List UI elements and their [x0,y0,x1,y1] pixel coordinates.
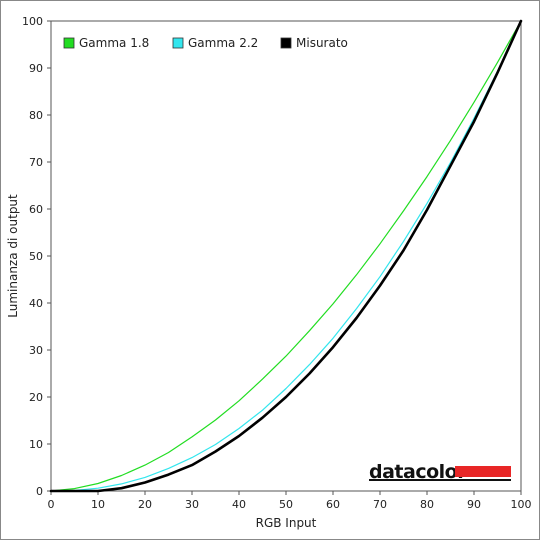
logo-bar [455,466,511,477]
curves [49,19,523,493]
y-tick-label: 70 [29,156,43,169]
legend: Gamma 1.8 Gamma 2.2 Misurato [63,36,348,50]
y-tick-label: 100 [22,15,43,28]
legend-label: Gamma 2.2 [188,36,258,50]
series-line-misurato [49,19,523,493]
series-line-gamma-2-2 [50,20,522,492]
y-tick-label: 80 [29,109,43,122]
x-tick-label: 70 [373,498,387,511]
legend-swatch [63,37,75,49]
y-tick-label: 20 [29,391,43,404]
y-tick-label: 10 [29,438,43,451]
x-tick-label: 20 [138,498,152,511]
x-tick-label: 10 [91,498,105,511]
legend-label: Gamma 1.8 [79,36,149,50]
x-tick-label: 90 [467,498,481,511]
x-tick-label: 100 [511,498,532,511]
x-axis-title: RGB Input [256,516,317,530]
legend-swatch [172,37,184,49]
y-tick-label: 90 [29,62,43,75]
axes: 0 10 20 30 40 50 60 70 80 90 100 0 10 20 30 40 50 60 70 80 9… [6,15,532,530]
y-tick-label: 50 [29,250,43,263]
x-tick-label: 0 [48,498,55,511]
legend-label: Misurato [296,36,348,50]
logo-text: datacolor [369,461,467,483]
x-tick-label: 50 [279,498,293,511]
x-tick-label: 30 [185,498,199,511]
logo-underline [369,479,511,481]
x-tick-label: 60 [326,498,340,511]
y-axis-title: Luminanza di output [6,194,20,318]
y-tick-label: 60 [29,203,43,216]
y-tick-label: 30 [29,344,43,357]
datacolor-logo: datacolor [369,461,511,483]
y-tick-label: 40 [29,297,43,310]
plot-border [50,20,522,492]
y-tick-label: 0 [36,485,43,498]
x-tick-label: 40 [232,498,246,511]
legend-swatch [280,37,292,49]
series-line-gamma-1-8 [50,20,522,492]
x-tick-label: 80 [420,498,434,511]
